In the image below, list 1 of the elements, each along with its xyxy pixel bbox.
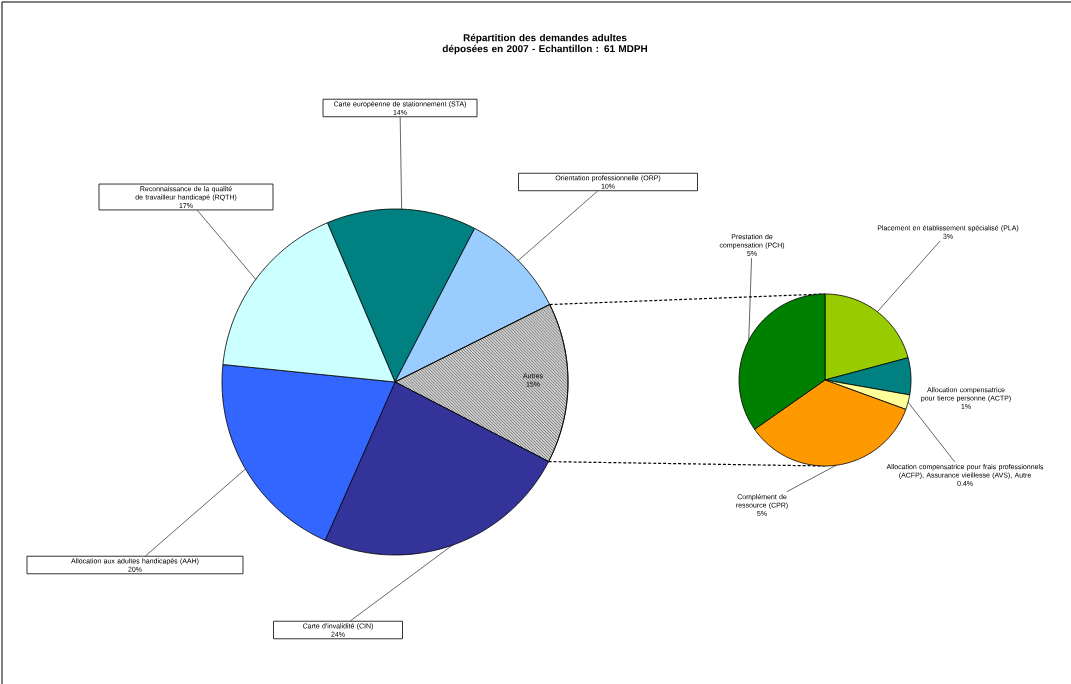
chart-title: Répartition des demandes adultes déposées en 2007 - Echantillon : 61 MDPH [442, 33, 648, 55]
